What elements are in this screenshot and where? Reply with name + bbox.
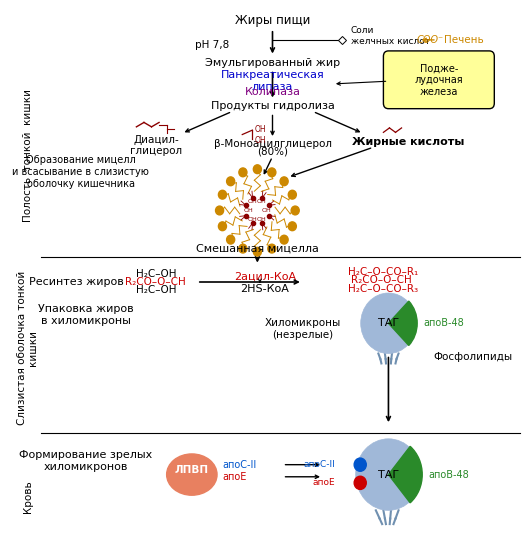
Circle shape [280,177,288,186]
Text: OH: OH [255,124,267,133]
Text: COO⁻: COO⁻ [417,35,444,45]
Wedge shape [389,446,422,503]
Text: апоС-II: апоС-II [222,460,256,469]
Circle shape [253,165,261,174]
Text: Эмульгированный жир: Эмульгированный жир [205,58,340,68]
Text: H₂C–O–CO–R₃: H₂C–O–CO–R₃ [348,284,418,294]
Text: ТАГ: ТАГ [378,319,399,328]
Text: Упаковка жиров
в хиломикроны: Упаковка жиров в хиломикроны [38,304,134,326]
Text: Соли
желчных кислот: Соли желчных кислот [350,27,430,46]
Circle shape [288,190,296,199]
Text: Панкреатическая
липаза: Панкреатическая липаза [220,70,324,92]
FancyBboxPatch shape [383,51,494,109]
Text: OH: OH [248,200,258,205]
Text: 2ацил-КоА: 2ацил-КоА [234,272,296,281]
Circle shape [280,235,288,244]
Circle shape [227,177,235,186]
Text: апоВ-48: апоВ-48 [429,469,469,479]
Circle shape [218,190,227,199]
Ellipse shape [167,454,217,495]
Text: R₂CO–O–CH: R₂CO–O–CH [350,275,412,285]
Text: Диацил-
глицерол: Диацил- глицерол [131,135,183,156]
Text: R₂CO–O–CH: R₂CO–O–CH [125,277,186,287]
Text: β-Моноацилглицерол: β-Моноацилглицерол [213,139,331,149]
Text: Жиры пищи: Жиры пищи [235,14,310,27]
Text: ЛПВП: ЛПВП [175,465,209,475]
Text: Смешанная мицелла: Смешанная мицелла [196,244,319,254]
Wedge shape [389,301,417,346]
Text: апоС-II: апоС-II [304,460,336,469]
Circle shape [216,206,224,215]
Text: Колипаза: Колипаза [244,87,301,97]
Text: Фосфолипиды: Фосфолипиды [434,352,513,362]
Text: Образование мицелл
и всасывание в слизистую
оболочку кишечника: Образование мицелл и всасывание в слизис… [13,155,149,189]
Text: pH 7,8: pH 7,8 [195,40,229,50]
Text: Полость  тонкой  кишки: Полость тонкой кишки [22,89,32,222]
Circle shape [291,206,299,215]
Text: H₂C–OH: H₂C–OH [136,285,177,295]
Text: (80%): (80%) [257,146,288,156]
Text: OH: OH [248,217,258,222]
Text: H₂C–OH: H₂C–OH [136,269,177,279]
Circle shape [354,458,366,471]
Circle shape [361,293,416,353]
Text: Хиломикроны
(незрелые): Хиломикроны (незрелые) [264,318,341,340]
Circle shape [288,222,296,231]
Text: Формирование зрелых
хиломикронов: Формирование зрелых хиломикронов [19,450,152,472]
Circle shape [268,244,276,253]
Circle shape [356,439,421,510]
Text: OH: OH [255,135,267,144]
Text: 2HS-КоА: 2HS-КоА [241,284,289,294]
Text: Продукты гидролиза: Продукты гидролиза [211,101,335,111]
Text: H₂C–O–CO–R₁: H₂C–O–CO–R₁ [348,267,418,277]
Text: OH: OH [262,208,271,213]
Text: апоВ-48: апоВ-48 [424,319,465,328]
Text: OH: OH [257,200,267,205]
Circle shape [354,476,366,489]
Circle shape [227,235,235,244]
Text: апоЕ: апоЕ [313,478,336,487]
Text: Подже-
лудочная
железа: Подже- лудочная железа [415,64,463,97]
Text: OH: OH [243,208,253,213]
Text: ТАГ: ТАГ [378,469,399,479]
Circle shape [239,168,247,177]
Text: Жирные кислоты: Жирные кислоты [353,137,465,147]
Circle shape [268,168,276,177]
Text: апоЕ: апоЕ [222,472,246,482]
Circle shape [218,222,227,231]
Text: Ресинтез жиров: Ресинтез жиров [29,277,123,287]
Circle shape [239,244,247,253]
Circle shape [253,247,261,256]
Text: Кровь: Кровь [22,480,32,513]
Text: Слизистая оболочка тонкой
кишки: Слизистая оболочка тонкой кишки [16,271,38,425]
Text: OH: OH [257,217,267,222]
Text: Печень: Печень [444,35,484,45]
